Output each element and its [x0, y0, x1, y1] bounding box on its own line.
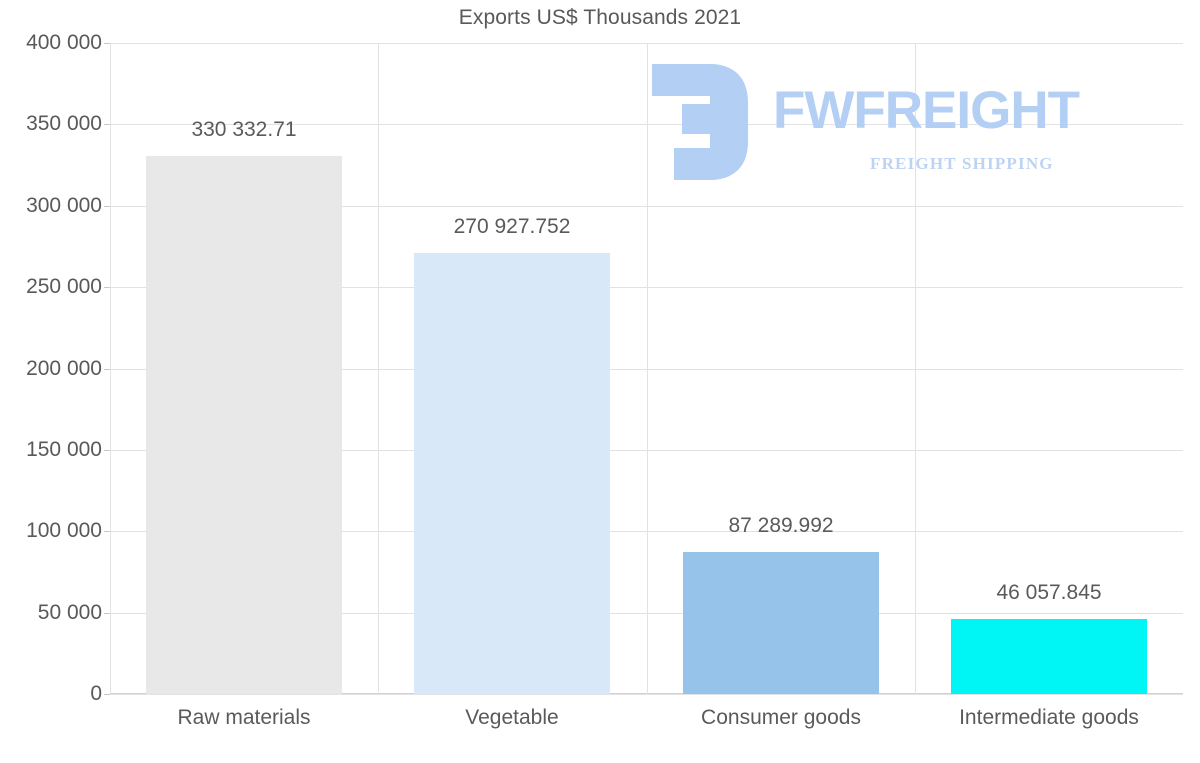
y-axis-tick-mark: [104, 287, 110, 288]
gridline-horizontal: [110, 287, 1183, 288]
x-axis-baseline: [110, 693, 1183, 694]
y-axis-tick-label: 0: [90, 682, 102, 705]
y-axis-tick-mark: [104, 43, 110, 44]
plot-area: 330 332.71 270 927.752 87 289.992 46 057.84…: [110, 43, 1183, 695]
y-axis-tick-label: 400 000: [26, 31, 102, 54]
bar-value-label: 87 289.992: [728, 514, 834, 537]
gridline-horizontal: [110, 124, 1183, 125]
y-axis-tick-label: 100 000: [26, 519, 102, 542]
gridline-vertical: [378, 43, 379, 694]
x-axis: Raw materials Vegetable Consumer goods Inte…: [110, 700, 1183, 746]
x-axis-tick-label: Consumer goods: [701, 706, 861, 729]
bar[interactable]: [683, 552, 879, 694]
x-axis-tick-label: Vegetable: [465, 706, 559, 729]
y-axis-tick-mark: [104, 124, 110, 125]
y-axis-tick-mark: [104, 694, 110, 695]
y-axis-tick-label: 50 000: [37, 601, 102, 624]
y-axis-tick-mark: [104, 369, 110, 370]
gridline-horizontal: [110, 43, 1183, 44]
bar-value-label: 330 332.71: [191, 118, 297, 141]
y-axis-tick-label: 150 000: [26, 438, 102, 461]
gridline-horizontal: [110, 206, 1183, 207]
y-axis-tick-mark: [104, 206, 110, 207]
x-axis-tick-label: Intermediate goods: [959, 706, 1139, 729]
y-axis-line: [110, 43, 111, 694]
gridline-horizontal: [110, 450, 1183, 451]
x-axis-tick-label: Raw materials: [177, 706, 311, 729]
gridline-horizontal: [110, 613, 1183, 614]
y-axis-tick-mark: [104, 450, 110, 451]
y-axis-tick-label: 350 000: [26, 112, 102, 135]
y-axis-tick-mark: [104, 613, 110, 614]
bar-value-label: 46 057.845: [996, 581, 1102, 604]
gridline-horizontal: [110, 694, 1183, 695]
gridline-vertical: [647, 43, 648, 694]
y-axis-tick-label: 200 000: [26, 357, 102, 380]
y-axis-tick-label: 250 000: [26, 275, 102, 298]
y-axis-tick-label: 300 000: [26, 194, 102, 217]
gridline-horizontal: [110, 531, 1183, 532]
gridline-vertical: [915, 43, 916, 694]
bar-value-label: 270 927.752: [453, 215, 571, 238]
y-axis-tick-mark: [104, 531, 110, 532]
y-axis: 400 000 350 000 300 000 250 000 200 000 150 0…: [0, 31, 102, 705]
gridline-horizontal: [110, 369, 1183, 370]
chart-title: Exports US$ Thousands 2021: [458, 6, 742, 29]
bar[interactable]: [951, 619, 1147, 694]
bar[interactable]: [146, 156, 342, 694]
bar[interactable]: [414, 253, 610, 694]
